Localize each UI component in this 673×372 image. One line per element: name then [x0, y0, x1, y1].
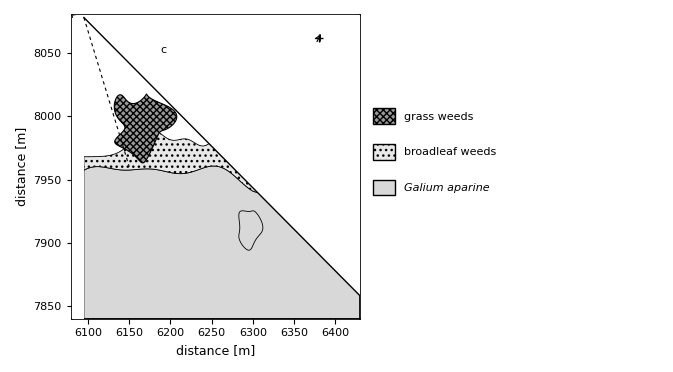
Legend: grass weeds, broadleaf weeds, Galium aparine: grass weeds, broadleaf weeds, Galium apa…	[369, 104, 501, 200]
Polygon shape	[243, 88, 337, 170]
X-axis label: distance [m]: distance [m]	[176, 344, 256, 357]
Polygon shape	[239, 211, 263, 250]
Text: c: c	[161, 45, 167, 55]
Polygon shape	[205, 90, 227, 125]
Y-axis label: distance [m]: distance [m]	[15, 127, 28, 206]
Polygon shape	[84, 157, 360, 319]
Polygon shape	[84, 119, 360, 193]
Polygon shape	[71, 17, 84, 319]
Polygon shape	[71, 15, 360, 296]
Polygon shape	[114, 94, 177, 163]
